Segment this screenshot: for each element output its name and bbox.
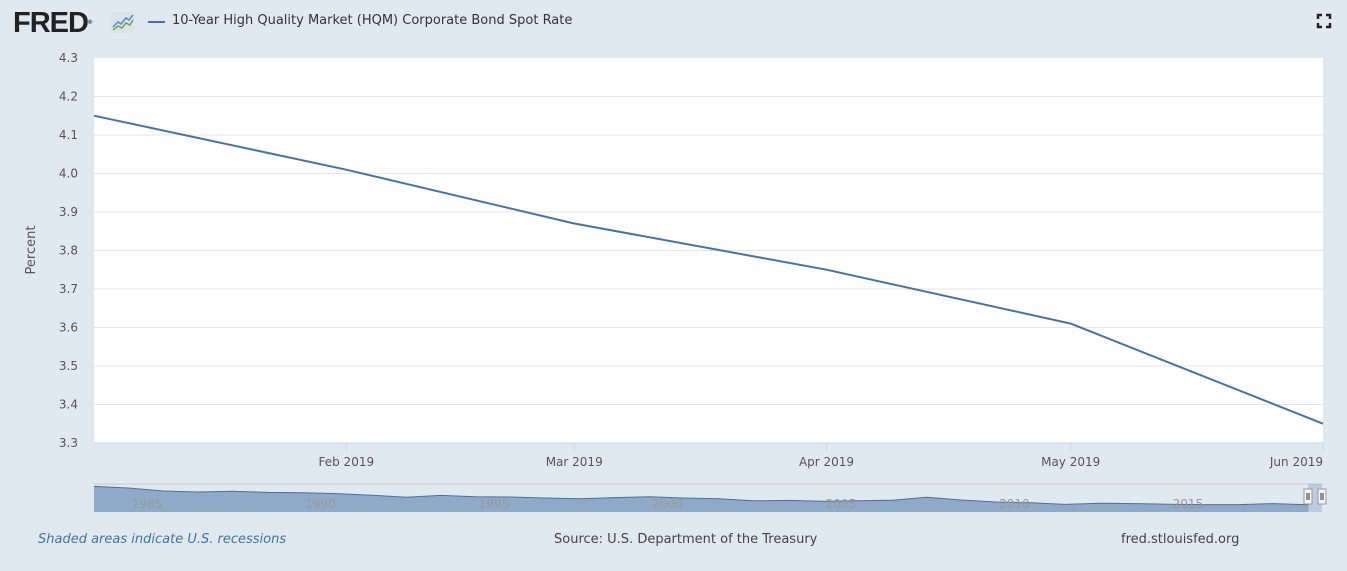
y-tick-label: 3.6 [59, 321, 78, 335]
series-title[interactable]: 10-Year High Quality Market (HQM) Corpor… [172, 13, 573, 28]
y-tick-label: 4.1 [59, 128, 78, 142]
navigator: 1985 1990 1995 2000 2005 2010 2015 [93, 483, 1327, 512]
navigator-area [94, 486, 1309, 512]
grid-lines [94, 96, 1323, 405]
y-tick-label: 3.9 [59, 205, 78, 219]
y-tick-label: 3.7 [59, 282, 78, 296]
navigator-tick-label: 2000 [652, 497, 683, 511]
logo-text: FRED [13, 7, 89, 39]
x-tick-label: Feb 2019 [319, 455, 375, 469]
navigator-line [93, 485, 1309, 506]
navigator-tick-label: 2015 [1173, 497, 1204, 511]
series-group [93, 114, 1324, 425]
logo-green-line [112, 19, 134, 31]
y-tick-label: 3.8 [59, 244, 78, 258]
navigator-tick-label: 1990 [305, 497, 336, 511]
y-tick-label: 3.5 [59, 359, 78, 373]
navigator-tick-label: 2005 [826, 497, 857, 511]
navigator-handle-right[interactable] [1317, 488, 1327, 505]
navigator-tick-label: 1995 [479, 497, 510, 511]
y-axis-label: Percent [24, 226, 39, 275]
logo-graph-icon [111, 12, 135, 33]
recession-note: Shaded areas indicate U.S. recessions [38, 532, 287, 547]
legend-swatch [148, 21, 165, 23]
x-tick-label: Mar 2019 [546, 455, 603, 469]
y-tick-label: 4.3 [59, 51, 78, 65]
fullscreen-icon[interactable] [1316, 13, 1332, 29]
y-tick-label: 4.2 [59, 90, 78, 104]
fred-logo[interactable]: FRED® [13, 6, 92, 40]
y-axis-ticks: 4.3 4.2 4.1 4.0 3.9 3.8 3.7 3.6 3.5 3.4 3.3 [59, 51, 78, 450]
logo-blue-line [112, 14, 134, 28]
chart-header: FRED® 10-Year High Quality Market (HQM) … [0, 0, 1347, 46]
y-tick-label: 3.3 [59, 436, 78, 450]
handle-body [1317, 488, 1327, 505]
navigator-tick-label: 2010 [999, 497, 1030, 511]
navigator-tick-label: 1985 [132, 497, 163, 511]
x-tick-label: May 2019 [1041, 455, 1100, 469]
logo-registered-mark: ® [87, 20, 93, 26]
y-tick-label: 4.0 [59, 167, 78, 181]
x-axis-ticks: Feb 2019 Mar 2019 Apr 2019 May 2019 Jun 2019 [319, 443, 1324, 469]
handle-body [1303, 488, 1313, 505]
x-tick-label: Apr 2019 [799, 455, 854, 469]
navigator-handle-left[interactable] [1303, 488, 1313, 505]
x-tick-label: Jun 2019 [1269, 455, 1323, 469]
site-link[interactable]: fred.stlouisfed.org [1121, 532, 1240, 547]
source-text: Source: U.S. Department of the Treasury [554, 532, 818, 547]
y-tick-label: 3.4 [59, 398, 78, 412]
series-line [93, 114, 1324, 425]
